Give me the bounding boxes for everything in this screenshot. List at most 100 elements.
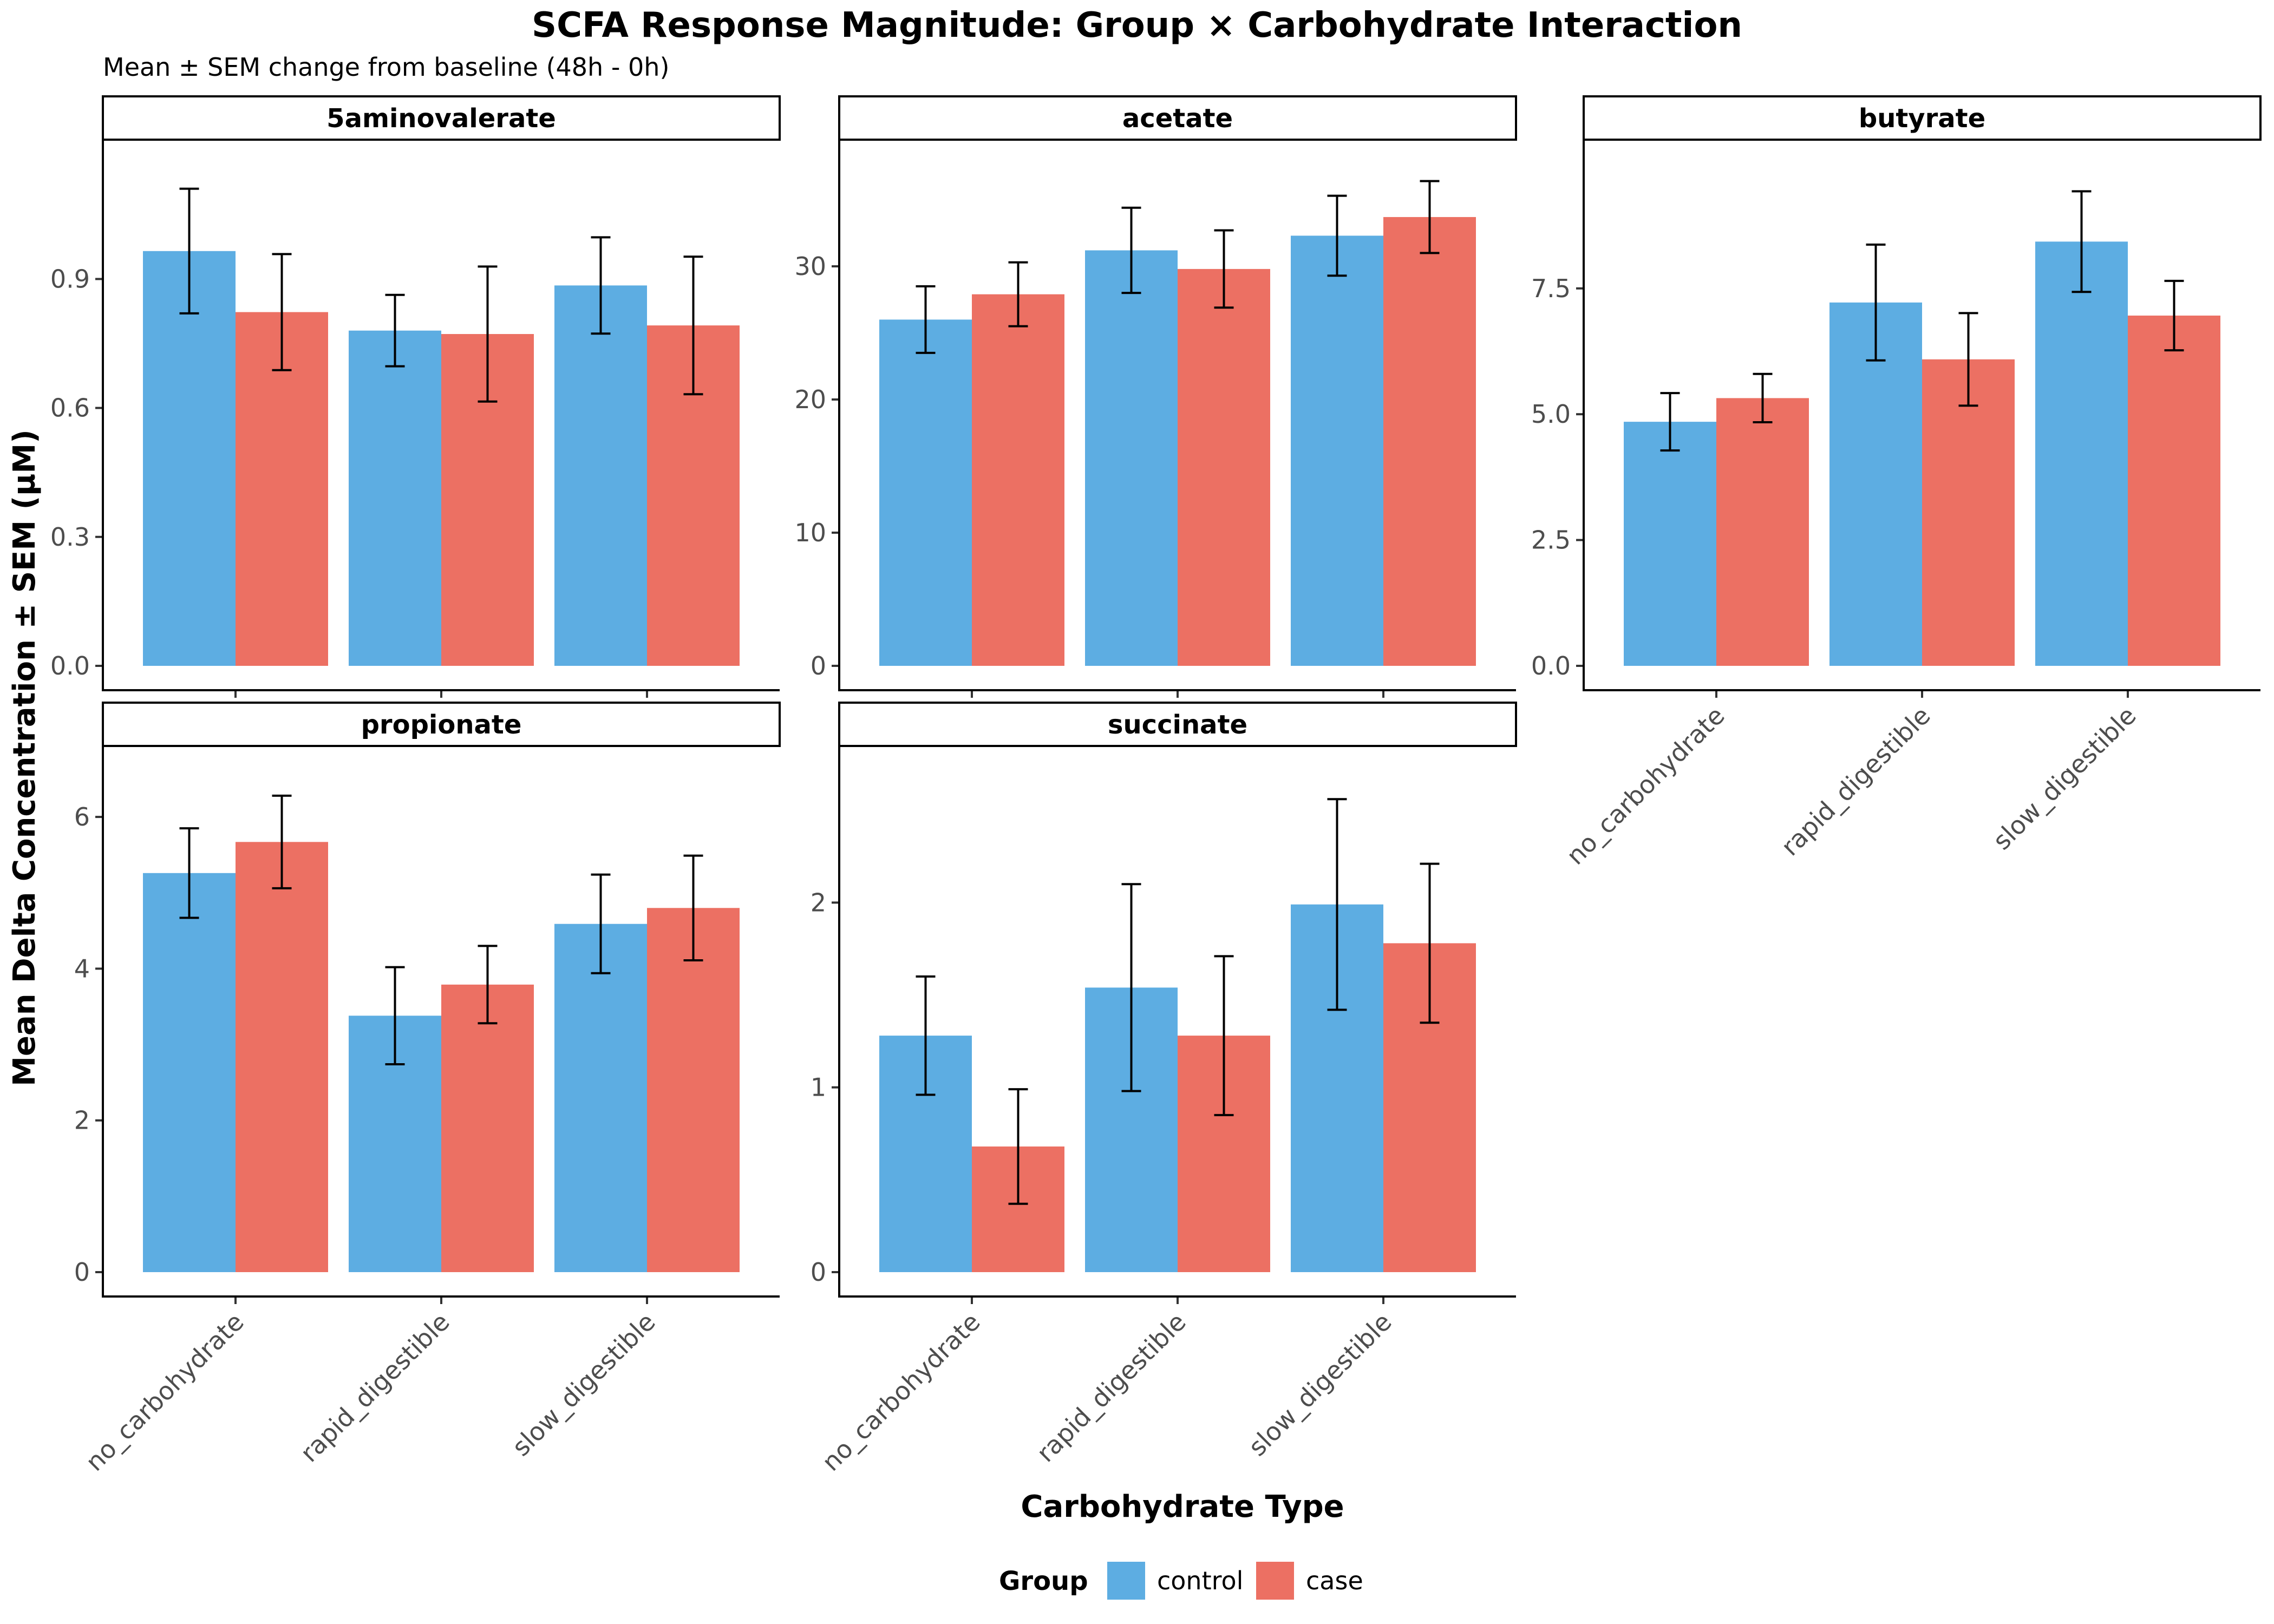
y-tick-label: 1 xyxy=(811,1073,826,1102)
strip-label: succinate xyxy=(1108,710,1247,740)
error-bar-case-no_carbohydrate xyxy=(1753,372,1773,424)
x-tick-label: rapid_digestible xyxy=(1775,701,1936,862)
bar-case-slow_digestible xyxy=(647,908,740,1272)
bar-control-no_carbohydrate xyxy=(879,319,972,666)
y-tick-label: 0.9 xyxy=(50,264,90,293)
x-tick-label: rapid_digestible xyxy=(295,1307,455,1468)
y-tick-label: 0 xyxy=(811,651,826,680)
panel-succinate: succinate no_carbohydrate rapid_digestible… xyxy=(811,702,1517,1477)
panel-5aminovalerate: 5aminovalerate 0.0 0.3 0.6 0.9 xyxy=(50,95,781,698)
y-tick-label: 30 xyxy=(794,252,826,281)
bar-case-rapid_digestible xyxy=(1178,269,1270,666)
x-axis-title: Carbohydrate Type xyxy=(1021,1489,1344,1524)
y-tick-label: 10 xyxy=(794,518,826,547)
bar-case-no_carbohydrate xyxy=(972,294,1064,666)
error-bar-control-rapid_digestible xyxy=(385,966,405,1065)
strip-header xyxy=(102,95,781,141)
error-bar-control-no_carbohydrate xyxy=(916,975,936,1096)
x-tick-label: slow_digestible xyxy=(1243,1307,1397,1462)
y-tick-label: 2 xyxy=(811,888,826,917)
x-tick-label: rapid_digestible xyxy=(1031,1307,1192,1468)
legend-label-control: control xyxy=(1157,1566,1243,1595)
strip-label: propionate xyxy=(361,710,522,740)
error-bar-control-slow_digestible xyxy=(591,873,611,974)
chart-subtitle: Mean ± SEM change from baseline (48h - 0… xyxy=(103,53,669,82)
strip-label: acetate xyxy=(1122,103,1233,134)
bar-control-rapid_digestible xyxy=(1085,250,1178,666)
bar-case-slow_digestible xyxy=(1383,217,1476,666)
y-tick-label: 0 xyxy=(74,1258,90,1287)
x-tick-label: no_carbohydrate xyxy=(1560,701,1730,870)
bar-control-slow_digestible xyxy=(1291,235,1383,666)
bar-control-no_carbohydrate xyxy=(143,251,236,666)
panel-propionate: propionate no_carbohydrate rapid_digestibl… xyxy=(74,702,781,1477)
error-bar-case-slow_digestible xyxy=(1420,180,1440,254)
y-tick-label: 0 xyxy=(811,1258,826,1287)
error-bar-control-rapid_digestible xyxy=(1866,243,1886,362)
bar-case-rapid_digestible xyxy=(441,984,534,1272)
legend-title: Group xyxy=(999,1566,1088,1596)
bar-case-rapid_digestible xyxy=(1922,359,2015,666)
x-tick-label: slow_digestible xyxy=(506,1307,661,1462)
strip-header xyxy=(838,95,1517,141)
error-bar-control-no_carbohydrate xyxy=(179,827,199,919)
error-bar-case-no_carbohydrate xyxy=(272,794,292,889)
error-bar-case-rapid_digestible xyxy=(1958,312,1978,407)
error-bar-case-rapid_digestible xyxy=(478,265,498,403)
y-tick-label: 0.0 xyxy=(1531,651,1571,680)
legend-label-case: case xyxy=(1306,1566,1363,1595)
legend-swatch-case xyxy=(1256,1562,1294,1600)
strip-header xyxy=(1583,95,2262,141)
strip-label: butyrate xyxy=(1859,103,1985,134)
error-bar-case-rapid_digestible xyxy=(478,945,498,1025)
error-bar-control-rapid_digestible xyxy=(1121,883,1141,1092)
facet-panels: 5aminovalerate0.00.30.60.9acetate0102030… xyxy=(50,95,2262,1477)
x-tick-label: no_carbohydrate xyxy=(80,1307,249,1477)
bar-case-slow_digestible xyxy=(2128,315,2220,666)
error-bar-control-rapid_digestible xyxy=(385,293,405,368)
y-tick-label: 6 xyxy=(74,802,90,831)
bar-control-rapid_digestible xyxy=(349,330,441,666)
y-tick-label: 0.6 xyxy=(50,394,90,423)
bar-control-no_carbohydrate xyxy=(143,873,236,1272)
legend: Group control case xyxy=(999,1562,1363,1600)
error-bar-control-slow_digestible xyxy=(1327,798,1347,1011)
error-bar-case-no_carbohydrate xyxy=(272,253,292,371)
panel-acetate: acetate 0 10 20 30 xyxy=(794,95,1517,698)
bar-case-no_carbohydrate xyxy=(1716,398,1809,666)
bar-case-no_carbohydrate xyxy=(236,842,328,1272)
chart-title: SCFA Response Magnitude: Group × Carbohy… xyxy=(532,5,1742,45)
y-axis-title: Mean Delta Concentration ± SEM (µM) xyxy=(7,429,42,1086)
bar-control-slow_digestible xyxy=(554,285,647,666)
panel-butyrate: butyrate no_carbohydrate rapid_digestible s… xyxy=(1531,95,2262,870)
bar-control-slow_digestible xyxy=(554,924,647,1272)
strip-label: 5aminovalerate xyxy=(326,103,556,134)
error-bar-control-slow_digestible xyxy=(591,236,611,335)
x-tick-label: no_carbohydrate xyxy=(816,1307,985,1477)
error-bar-case-slow_digestible xyxy=(2164,279,2184,352)
y-tick-label: 0.0 xyxy=(50,651,90,680)
y-tick-label: 2.5 xyxy=(1531,526,1571,555)
y-tick-label: 0.3 xyxy=(50,522,90,552)
strip-header xyxy=(102,702,781,747)
error-bar-control-rapid_digestible xyxy=(1121,206,1141,294)
error-bar-case-slow_digestible xyxy=(683,854,703,961)
error-bar-case-slow_digestible xyxy=(1420,862,1440,1024)
error-bar-control-slow_digestible xyxy=(2072,190,2092,293)
y-tick-label: 2 xyxy=(74,1106,90,1135)
bar-control-rapid_digestible xyxy=(1829,302,1922,666)
bar-control-slow_digestible xyxy=(2035,241,2128,666)
strip-header xyxy=(838,702,1517,747)
error-bar-case-no_carbohydrate xyxy=(1008,1088,1028,1205)
y-tick-label: 4 xyxy=(74,954,90,983)
error-bar-case-rapid_digestible xyxy=(1214,955,1234,1116)
error-bar-case-no_carbohydrate xyxy=(1008,261,1028,328)
error-bar-control-no_carbohydrate xyxy=(916,285,936,354)
y-tick-label: 20 xyxy=(794,385,826,414)
error-bar-case-slow_digestible xyxy=(683,256,703,396)
error-bar-control-no_carbohydrate xyxy=(179,187,199,315)
error-bar-case-rapid_digestible xyxy=(1214,229,1234,309)
x-tick-label: slow_digestible xyxy=(1987,701,2142,856)
error-bar-control-no_carbohydrate xyxy=(1660,392,1680,452)
